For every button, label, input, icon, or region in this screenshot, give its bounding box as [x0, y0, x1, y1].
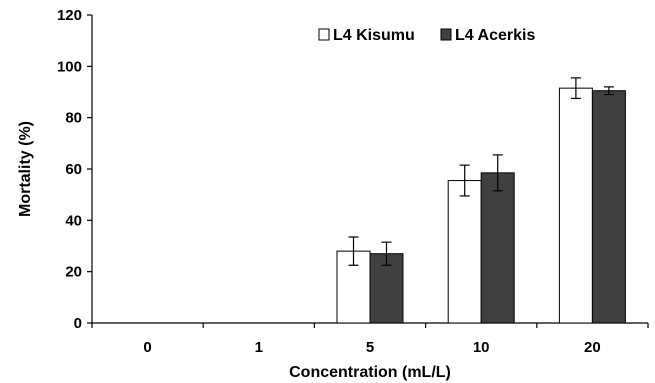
bar-l4-kisumu-10 [447, 180, 482, 324]
y-tick-label: 40 [65, 212, 82, 229]
y-axis-ticks: 0 20 40 60 80 100 120 [57, 7, 92, 332]
bar-group [336, 87, 626, 324]
plot-area: 0 20 40 60 80 100 120 0 1 5 10 20 [57, 7, 649, 356]
y-tick-label: 60 [65, 161, 82, 178]
legend-label-kisumu: L4 Kisumu [333, 27, 415, 44]
x-axis-ticks: 0 1 5 10 20 [91, 323, 649, 356]
y-tick-label: 80 [65, 110, 82, 127]
y-tick-label: 100 [57, 58, 82, 75]
x-tick-label: 5 [366, 339, 374, 356]
y-tick-label: 0 [74, 315, 82, 332]
legend: L4 Kisumu L4 Acerkis [318, 27, 535, 44]
bar-l4-acerkis-20 [591, 90, 626, 324]
bar-l4-acerkis-10 [480, 172, 515, 324]
legend-swatch-kisumu [318, 28, 330, 41]
y-tick-label: 120 [57, 7, 82, 24]
bar-l4-kisumu-20 [558, 87, 593, 324]
y-tick-label: 20 [65, 264, 82, 281]
x-axis-title: Concentration (mL/L) [289, 364, 451, 381]
x-tick-label: 10 [473, 339, 490, 356]
legend-swatch-acerkis [440, 28, 452, 41]
x-tick-label: 20 [584, 339, 601, 356]
x-tick-label: 0 [143, 339, 151, 356]
x-tick-label: 1 [255, 339, 263, 356]
legend-label-acerkis: L4 Acerkis [455, 27, 535, 44]
y-axis-title: Mortality (%) [17, 121, 34, 217]
error-bar-group [348, 77, 614, 266]
